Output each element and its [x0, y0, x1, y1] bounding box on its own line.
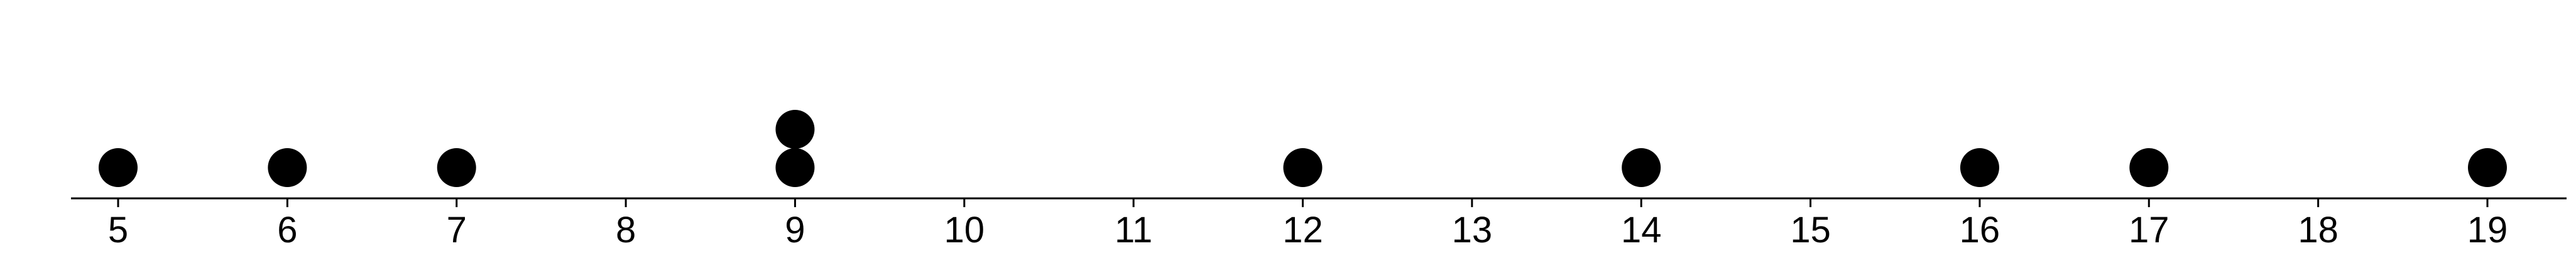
x-tick-label: 6: [277, 210, 297, 250]
data-points: [99, 110, 2507, 187]
data-point: [2129, 148, 2169, 187]
x-tick-label: 17: [2129, 210, 2169, 250]
data-point: [437, 148, 476, 187]
x-tick-label: 12: [1282, 210, 1323, 250]
x-tick-label: 10: [944, 210, 985, 250]
x-tick-label: 5: [108, 210, 128, 250]
data-point: [775, 148, 815, 187]
x-tick-label: 7: [447, 210, 467, 250]
data-point: [268, 148, 307, 187]
x-tick-label: 14: [1621, 210, 1662, 250]
data-point: [775, 110, 815, 149]
data-point: [99, 148, 138, 187]
data-point: [1960, 148, 1999, 187]
x-tick-label: 8: [616, 210, 636, 250]
x-tick-label: 9: [785, 210, 805, 250]
x-axis-ticks: 5 6 7 8 9 10 11 12 13 14 15 16 17 18 19: [108, 198, 2508, 250]
data-point: [1622, 148, 1661, 187]
data-point: [1283, 148, 1323, 187]
x-tick-label: 13: [1452, 210, 1493, 250]
x-tick-label: 15: [1790, 210, 1831, 250]
x-tick-label: 18: [2298, 210, 2339, 250]
x-tick-label: 19: [2467, 210, 2508, 250]
data-point: [2468, 148, 2507, 187]
x-tick-label: 16: [1960, 210, 2000, 250]
x-tick-label: 11: [1115, 210, 1152, 250]
